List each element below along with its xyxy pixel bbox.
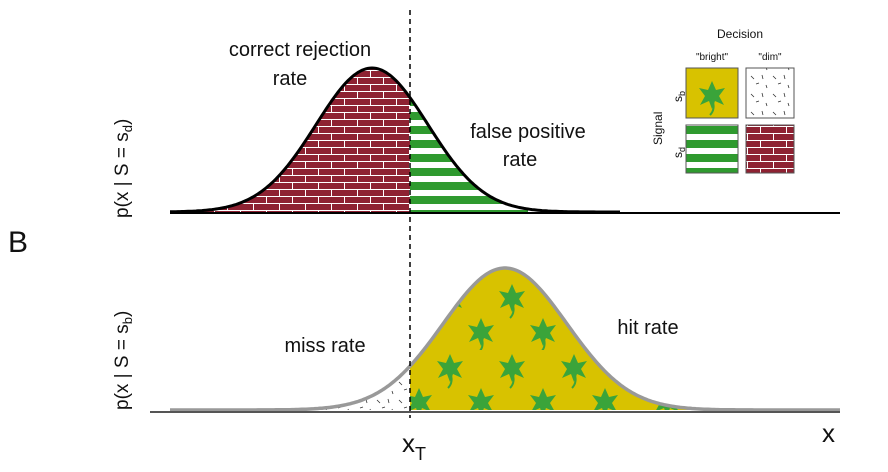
legend-column: "bright" xyxy=(696,52,729,63)
noise-curve xyxy=(170,66,620,214)
legend-row: sb xyxy=(671,91,687,102)
correct-rejection-swatch xyxy=(745,124,795,174)
correct-rejection-label: rate xyxy=(273,68,307,90)
legend-row-title: Signal xyxy=(651,112,665,145)
miss-swatch xyxy=(745,67,795,119)
top-y-label: p(x | S = sd) xyxy=(112,119,135,218)
legend-title: Decision xyxy=(717,27,763,41)
miss-area xyxy=(290,366,410,410)
threshold-label: xT xyxy=(402,428,426,464)
panel-label: B xyxy=(8,226,28,259)
false-positive-area xyxy=(410,97,528,212)
bottom-y-label: p(x | S = sb) xyxy=(112,311,135,410)
correct-rejection-label: correct rejection xyxy=(229,39,371,61)
legend-row: sd xyxy=(671,147,687,158)
legend: Decision "bright" "dim" Signal sb sd xyxy=(651,27,795,174)
hit-area xyxy=(410,268,740,410)
correct-rejection-area xyxy=(170,68,410,212)
legend-column: "dim" xyxy=(758,52,782,63)
false-positive-swatch xyxy=(685,124,739,174)
x-axis-label: x xyxy=(822,418,835,448)
false-positive-label: rate xyxy=(503,149,537,171)
signal-curve xyxy=(170,266,840,412)
false-positive-label: false positive xyxy=(470,121,586,143)
miss-rate-label: miss rate xyxy=(284,335,365,357)
hit-rate-label: hit rate xyxy=(617,317,678,339)
